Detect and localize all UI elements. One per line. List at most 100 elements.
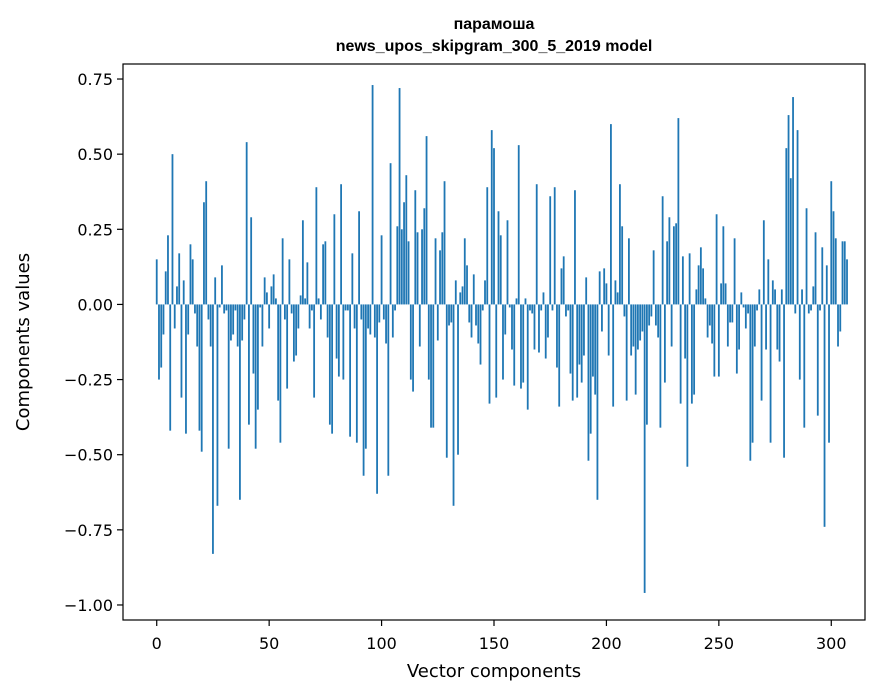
bar: [346, 304, 349, 311]
bar: [744, 304, 747, 329]
bar: [650, 304, 653, 317]
bar: [513, 304, 516, 386]
bar: [798, 304, 801, 380]
bar: [364, 304, 367, 449]
bar: [182, 280, 185, 305]
bar: [807, 304, 810, 314]
bar: [283, 304, 286, 320]
bar: [459, 292, 462, 305]
y-axis-ticks: 0.75 0.50 0.25 0.00 −0.25 −0.50 −0.75 −1.00: [64, 70, 123, 615]
bar: [542, 292, 545, 305]
bar: [342, 304, 345, 380]
bar: [529, 304, 531, 311]
bar: [666, 241, 669, 305]
bar: [452, 304, 455, 506]
bar: [189, 244, 192, 305]
bar: [412, 304, 414, 392]
bar: [576, 304, 579, 398]
bar: [704, 298, 707, 305]
bar: [414, 190, 417, 305]
bar: [337, 304, 340, 377]
bar: [801, 289, 803, 305]
bar: [387, 304, 390, 476]
bar: [657, 304, 660, 338]
bar: [679, 304, 682, 404]
y-tick-label: 0.75: [77, 70, 113, 89]
bar: [499, 235, 502, 305]
bar: [477, 304, 480, 344]
bars-group: [155, 85, 848, 593]
x-tick-label: 100: [366, 634, 397, 653]
bar: [450, 304, 453, 323]
bar: [425, 136, 428, 305]
bar: [789, 178, 792, 305]
bar: [614, 280, 617, 305]
bar: [486, 187, 489, 305]
bar: [317, 298, 320, 305]
bar: [234, 304, 237, 311]
bar: [567, 304, 570, 311]
bar: [589, 304, 592, 434]
x-tick-label: 200: [591, 634, 622, 653]
bar: [355, 304, 358, 443]
bar: [565, 304, 567, 317]
bar: [708, 304, 711, 326]
bar: [780, 289, 783, 305]
x-tick-label: 300: [816, 634, 847, 653]
bar: [214, 277, 217, 305]
x-tick-label: 50: [259, 634, 279, 653]
bar: [275, 298, 277, 305]
bar: [585, 277, 588, 305]
bar: [733, 238, 736, 305]
bar: [232, 304, 235, 335]
bar: [203, 202, 205, 305]
bar: [834, 238, 837, 305]
y-tick-label: −0.75: [64, 521, 113, 540]
bar: [598, 271, 601, 305]
bar: [169, 304, 172, 431]
bar: [771, 280, 774, 305]
bar: [643, 304, 646, 593]
bar: [173, 304, 176, 329]
bar: [659, 304, 662, 428]
bar: [358, 211, 360, 305]
bar: [580, 304, 583, 383]
bar: [212, 304, 214, 554]
bar: [373, 304, 376, 338]
x-axis-ticks: 0 50 100 150 200 250 300: [152, 620, 847, 653]
y-tick-label: 0.50: [77, 145, 113, 164]
bar: [843, 241, 846, 305]
bar: [167, 235, 169, 305]
bar: [434, 238, 437, 305]
bar: [675, 223, 678, 305]
bar: [544, 304, 547, 359]
bar: [803, 304, 806, 428]
bar: [430, 304, 432, 428]
bar: [686, 304, 689, 467]
bar: [672, 226, 675, 305]
bar: [646, 304, 648, 425]
bar: [479, 304, 482, 365]
bar: [592, 304, 594, 377]
bar: [493, 148, 495, 305]
bar: [693, 304, 696, 395]
bar: [517, 145, 520, 305]
x-tick-label: 250: [704, 634, 735, 653]
bar: [248, 304, 250, 425]
bar: [841, 241, 844, 305]
bar: [160, 304, 163, 368]
bar: [286, 304, 289, 389]
bar: [259, 304, 262, 308]
bar: [729, 304, 731, 323]
bar: [216, 304, 219, 506]
bar: [340, 184, 342, 305]
bar: [630, 304, 633, 356]
bar: [200, 304, 203, 452]
bar: [315, 187, 318, 305]
bar: [288, 259, 291, 305]
bar: [596, 304, 599, 500]
bar: [751, 304, 754, 443]
bar: [463, 238, 466, 305]
bar: [720, 283, 722, 305]
bar: [423, 208, 426, 305]
